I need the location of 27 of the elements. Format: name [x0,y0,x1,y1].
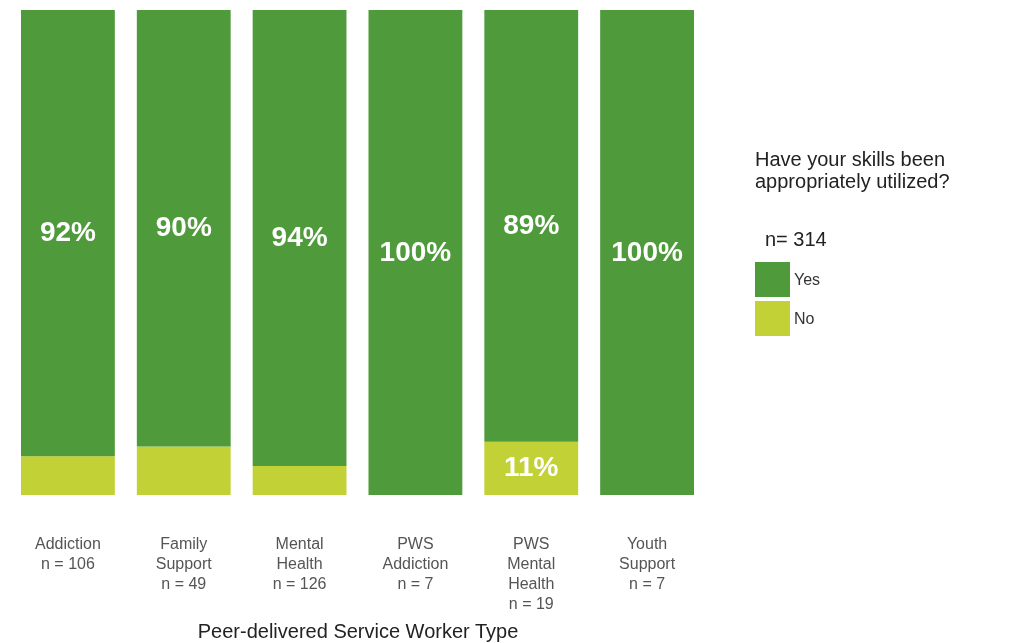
bar [21,456,115,495]
x-tick-label: PWS Mental Health n = 19 [507,534,556,612]
x-tick-label: PWS Addiction n = 7 [382,534,449,592]
x-tick-label: Mental Health n = 126 [272,534,327,592]
data-label: 90% [155,211,212,243]
bar [368,10,463,495]
text: n= 314 [765,228,827,250]
legend-title: Have your skills been appropriately utilized? [755,148,950,192]
bar [252,10,347,466]
x-axis-title: Peer-delivered Service Worker Type [197,619,519,642]
data-label: 11% [504,451,559,483]
x-tick-label: Youth Support n = 7 [619,534,676,592]
x-tick-label: Family Support n = 49 [155,534,213,592]
data-label: 94% [271,220,328,252]
bar [252,465,347,495]
data-label: 89% [503,208,560,240]
data-label: 100% [611,235,683,267]
data-label: 92% [39,216,97,248]
bar [21,10,115,457]
bar [136,10,231,447]
bar [136,446,231,495]
bar [484,10,579,442]
data-label: 100% [379,235,452,267]
legend-label: Yes [794,270,821,288]
legend-label: No [794,309,815,327]
x-tick-label: Addiction n = 106 [35,534,101,572]
bar [600,10,694,495]
